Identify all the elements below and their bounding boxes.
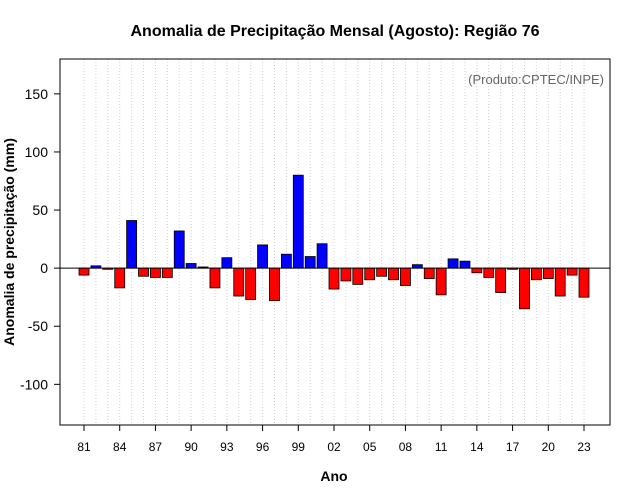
bar-86 <box>138 267 149 277</box>
bar-99 <box>292 174 304 269</box>
y-tick-label: 0 <box>40 260 48 276</box>
bar-89 <box>173 230 185 269</box>
bar-10 <box>423 267 435 280</box>
bar-88 <box>161 267 173 278</box>
bar-97 <box>269 267 280 302</box>
x-tick-label: 14 <box>470 440 484 454</box>
bar-18 <box>519 267 530 310</box>
x-tick-label: 17 <box>506 440 520 454</box>
bar-04 <box>352 267 364 285</box>
bar-96 <box>257 244 268 269</box>
x-tick-label: 23 <box>577 440 591 454</box>
bar-12 <box>447 258 459 269</box>
bar-15 <box>483 267 495 278</box>
bar-16 <box>495 267 507 293</box>
bar-94 <box>233 267 245 297</box>
plot-frame <box>59 58 611 426</box>
grid-lines <box>83 59 585 425</box>
x-axis: 81 84 87 90 93 96 99 02 05 08 11 14 17 20 23 <box>77 425 591 454</box>
y-tick-label: -50 <box>28 318 48 334</box>
bar-07 <box>388 267 399 281</box>
x-tick-label: 08 <box>399 440 413 454</box>
credit-label: (Produto:CPTEC/INPE) <box>468 72 604 87</box>
x-tick-label: 20 <box>542 440 556 454</box>
bar-21 <box>554 267 566 297</box>
bar-06 <box>376 267 388 277</box>
chart-title: Anomalia de Precipitação Mensal (Agosto)… <box>131 23 540 40</box>
bar-19 <box>530 267 542 281</box>
bar-22 <box>566 267 578 276</box>
bar-08 <box>400 267 411 286</box>
x-tick-label: 05 <box>363 440 377 454</box>
bar-01 <box>316 243 328 269</box>
bar-03 <box>340 267 352 282</box>
bar-93 <box>221 257 233 269</box>
bar-05 <box>364 267 376 281</box>
bar-92 <box>209 267 221 289</box>
bar-90 <box>185 263 197 269</box>
bar-23 <box>578 267 590 298</box>
y-axis-label: Anomalia de precipitação (mm) <box>1 138 17 346</box>
y-axis: -100 -50 0 50 100 150 <box>20 86 60 392</box>
bar-02 <box>328 267 340 290</box>
x-tick-label: 93 <box>220 440 234 454</box>
bar-85 <box>126 220 138 269</box>
x-tick-label: 87 <box>149 440 163 454</box>
bar-00 <box>304 256 316 269</box>
y-tick-label: -100 <box>20 376 48 392</box>
bar-98 <box>280 253 292 269</box>
y-tick-label: 50 <box>32 202 48 218</box>
bar-11 <box>435 267 447 296</box>
x-tick-label: 96 <box>256 440 270 454</box>
x-tick-label: 02 <box>327 440 341 454</box>
y-tick-label: 150 <box>25 86 49 102</box>
bar-81 <box>78 267 90 276</box>
x-axis-label: Ano <box>320 468 347 484</box>
x-tick-label: 99 <box>292 440 306 454</box>
bar-95 <box>245 267 257 300</box>
bar-20 <box>542 267 554 280</box>
y-tick-label: 100 <box>25 144 49 160</box>
bar-14 <box>471 267 483 274</box>
bar-87 <box>150 267 161 278</box>
x-tick-label: 81 <box>77 440 91 454</box>
bar-84 <box>114 267 126 289</box>
x-tick-label: 90 <box>184 440 198 454</box>
bar-13 <box>459 260 471 269</box>
bar-09 <box>411 264 423 269</box>
x-tick-label: 84 <box>113 440 127 454</box>
x-tick-label: 11 <box>435 440 448 454</box>
